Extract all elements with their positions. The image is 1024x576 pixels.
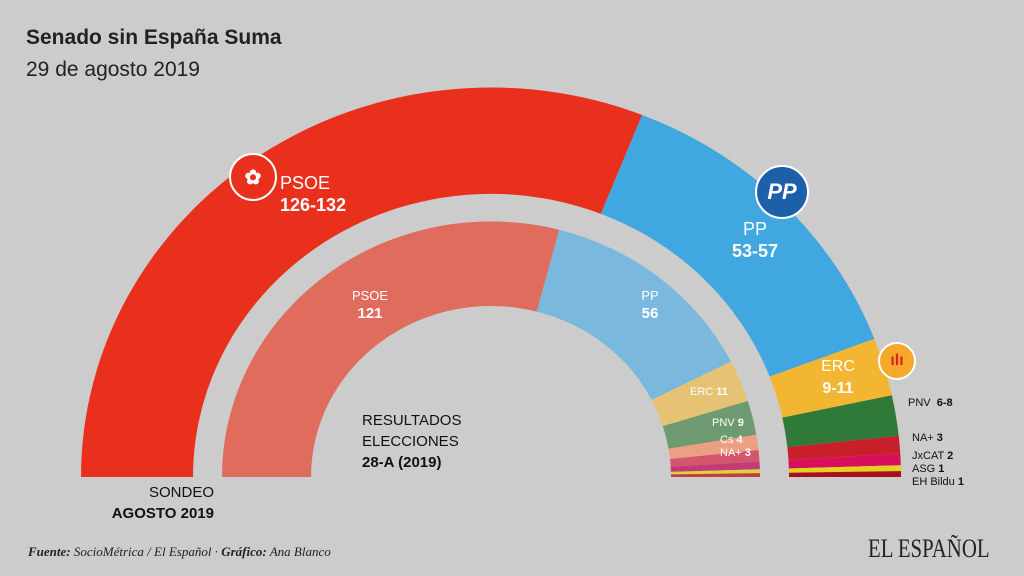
outer-segment-pnv: [782, 395, 899, 448]
outer-label-psoe: PSOE 126-132: [280, 173, 347, 215]
outer-label-asg: ASG 1: [912, 463, 945, 475]
inner-segment-cs: [668, 434, 759, 459]
outer-label-pnv: PNV 6-8: [908, 397, 953, 409]
inner-segment-pp: [536, 229, 732, 400]
outer-label-pp: PP 53-57: [731, 219, 779, 261]
footer-source: Fuente: SocioMétrica / El Español · Gráf…: [28, 544, 331, 559]
el-espanol-logo: EL ESPAÑOL: [868, 534, 990, 563]
outer-segment-na: [787, 435, 901, 460]
outer-segment-pp: [600, 114, 875, 377]
outer-label-bildu: EH Bildu 1: [912, 476, 964, 488]
chart-title: Senado sin España Suma: [26, 26, 282, 49]
inner-label-psoe: PSOE 121: [351, 288, 389, 322]
outer-segment-erc: [769, 338, 892, 418]
erc-logo-icon: ılı: [878, 342, 916, 380]
inner-label-na: NA+ 3: [720, 447, 751, 459]
outer-label-jxcat: JxCAT 2: [912, 450, 954, 462]
inner-label-erc: ERC 11: [690, 386, 728, 398]
outer-label-na: NA+ 3: [912, 432, 943, 444]
outer-segment-asg: [788, 465, 901, 473]
inner-segment-na: [669, 450, 760, 467]
outer-segment-jxcat: [788, 453, 901, 469]
inner-segment-asg: [670, 469, 760, 475]
psoe-logo-icon: ✿: [229, 153, 277, 201]
outer-label-erc: ERC 9-11: [821, 358, 855, 397]
inner-label-cs: Cs 4: [720, 434, 743, 446]
inner-label-pnv: PNV 9: [712, 417, 744, 429]
inner-segment-erc: [651, 361, 748, 427]
inner-segment-ehbildu: [670, 473, 760, 477]
outer-segment-ehbildu: [788, 471, 901, 477]
pp-logo-icon: PP: [755, 165, 809, 219]
inner-ring-caption: RESULTADOS ELECCIONES 28-A (2019): [362, 412, 462, 471]
chart-subtitle: 29 de agosto 2019: [26, 58, 200, 81]
inner-segment-jxcat: [670, 461, 760, 472]
inner-segment-pnv: [662, 400, 757, 449]
outer-segment-psoe: [81, 87, 643, 478]
inner-label-pp: PP 56: [641, 288, 659, 322]
outer-ring-caption: SONDEO AGOSTO 2019: [111, 484, 214, 522]
inner-segment-psoe: [222, 221, 560, 477]
